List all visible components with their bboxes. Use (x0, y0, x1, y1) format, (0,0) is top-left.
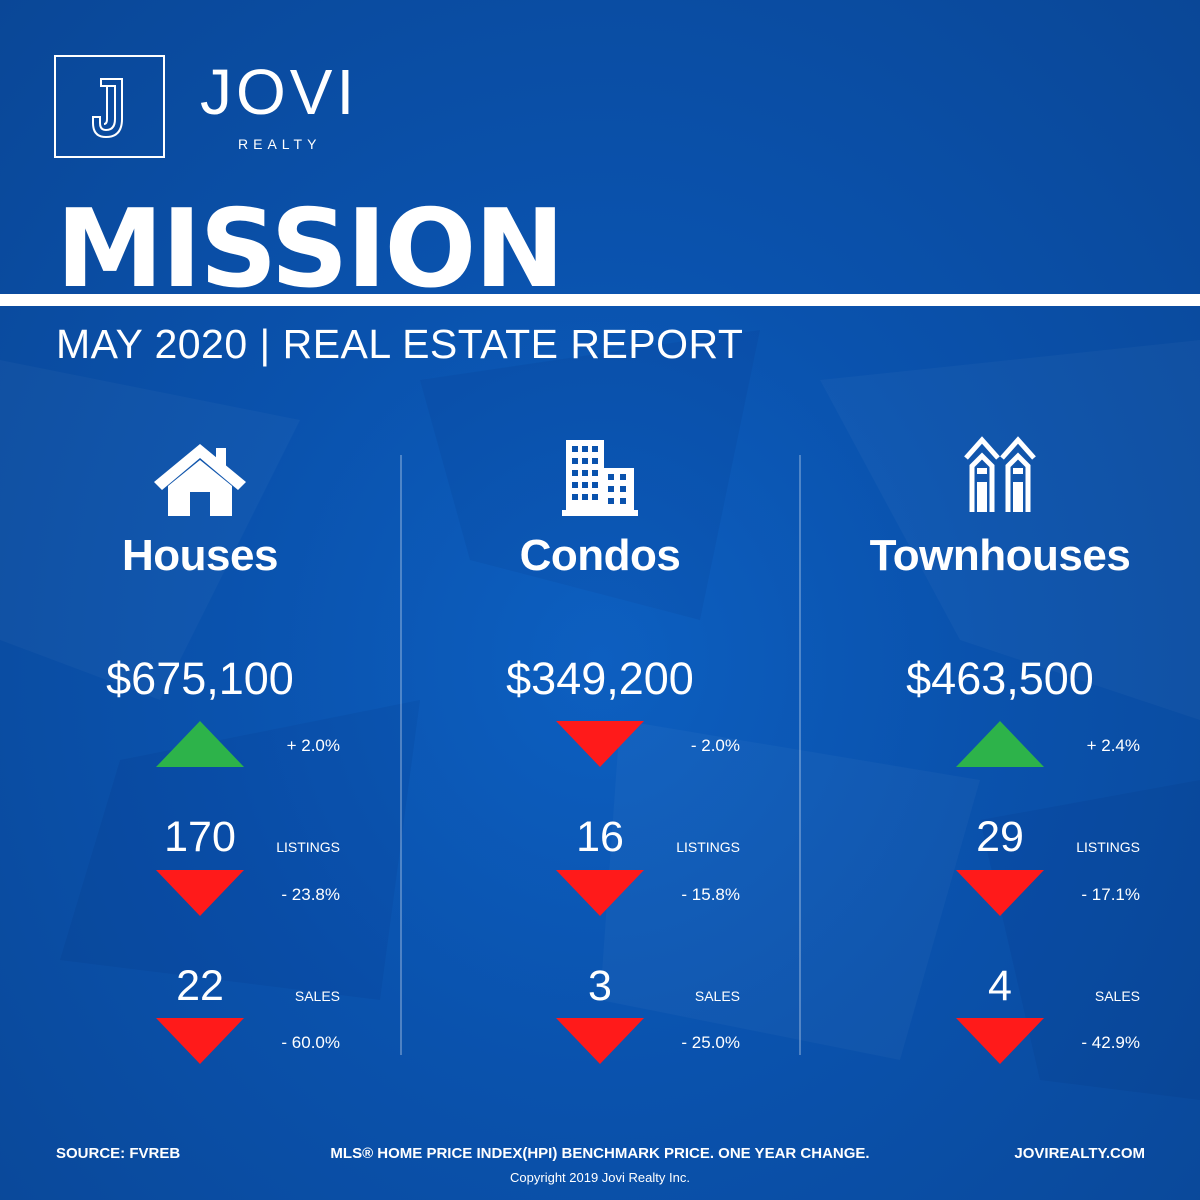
sales-label: SALES (1094, 988, 1140, 1004)
listings-label: LISTINGS (276, 839, 340, 855)
brand-name: JOVI (200, 56, 359, 128)
logo-j-mark (92, 78, 123, 139)
column-condos: Condos $349,200 - 2.0% 16 LISTINGS - 15.… (400, 0, 800, 1120)
listings-change: - 23.8% (281, 885, 340, 904)
column-title: Houses (122, 531, 278, 580)
column-houses: Houses $675,100 + 2.0% 170 LISTINGS - 23… (0, 0, 400, 1120)
up-arrow-icon (956, 721, 1044, 767)
townhouse-icon (964, 436, 1036, 512)
sales-count: 22 (176, 962, 224, 1010)
condo-building-icon (562, 440, 638, 516)
sales-change: - 25.0% (681, 1033, 740, 1052)
benchmark-price: $349,200 (506, 653, 694, 704)
footer-source: SOURCE: FVREB (56, 1145, 181, 1162)
listings-label: LISTINGS (1076, 839, 1140, 855)
sales-change: - 42.9% (1081, 1033, 1140, 1052)
sales-label: SALES (294, 988, 340, 1004)
listings-label: LISTINGS (676, 839, 740, 855)
sales-label: SALES (694, 988, 740, 1004)
report-subtitle: MAY 2020 | REAL ESTATE REPORT (56, 321, 744, 367)
down-arrow-icon (556, 1018, 644, 1064)
brand-subtitle: REALTY (238, 136, 322, 152)
column-title: Townhouses (869, 531, 1131, 580)
logo (54, 55, 165, 158)
up-arrow-icon (156, 721, 244, 767)
price-change: - 2.0% (690, 736, 740, 755)
down-arrow-icon (556, 870, 644, 916)
column-divider (799, 455, 801, 1055)
down-arrow-icon (956, 870, 1044, 916)
price-change: + 2.0% (286, 736, 340, 755)
sales-count: 3 (588, 962, 612, 1010)
footer-copyright: Copyright 2019 Jovi Realty Inc. (510, 1170, 690, 1185)
sales-change: - 60.0% (281, 1033, 340, 1052)
sales-count: 4 (988, 962, 1012, 1010)
down-arrow-icon (556, 721, 644, 767)
listings-count: 16 (576, 813, 624, 861)
listings-change: - 15.8% (681, 885, 740, 904)
column-title: Condos (519, 531, 681, 580)
price-change: + 2.4% (1086, 736, 1140, 755)
column-divider (400, 455, 402, 1055)
down-arrow-icon (956, 1018, 1044, 1064)
benchmark-price: $675,100 (106, 653, 294, 704)
footer-website[interactable]: JOVIREALTY.COM (1014, 1145, 1145, 1162)
city-title: MISSION (56, 187, 565, 312)
down-arrow-icon (156, 870, 244, 916)
house-icon (154, 444, 246, 516)
column-townhouses: Townhouses $463,500 + 2.4% 29 LISTINGS -… (800, 0, 1200, 1120)
down-arrow-icon (156, 1018, 244, 1064)
listings-count: 29 (976, 813, 1024, 861)
listings-change: - 17.1% (1081, 885, 1140, 904)
footer-note: MLS® HOME PRICE INDEX(HPI) BENCHMARK PRI… (330, 1145, 870, 1162)
title-underline (0, 294, 1200, 306)
listings-count: 170 (164, 813, 236, 861)
benchmark-price: $463,500 (906, 653, 1094, 704)
